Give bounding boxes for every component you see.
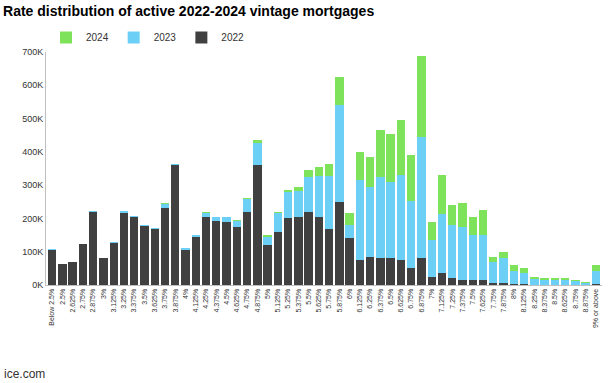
svg-text:2.75%: 2.75% <box>79 289 86 309</box>
svg-text:Rate distribution of active 20: Rate distribution of active 2022-2024 vi… <box>3 3 374 19</box>
svg-text:4.5%: 4.5% <box>223 289 230 305</box>
svg-text:3%: 3% <box>100 289 107 299</box>
svg-text:8%: 8% <box>510 289 517 299</box>
svg-text:8.75%: 8.75% <box>572 289 579 309</box>
svg-text:3.75%: 3.75% <box>161 289 168 309</box>
svg-text:300K: 300K <box>22 180 43 190</box>
svg-text:7.125%: 7.125% <box>438 289 445 313</box>
svg-text:8.5%: 8.5% <box>551 289 558 305</box>
svg-text:5.5%: 5.5% <box>305 289 312 305</box>
svg-text:4.25%: 4.25% <box>202 289 209 309</box>
svg-text:8.625%: 8.625% <box>561 289 568 313</box>
svg-text:6.875%: 6.875% <box>418 289 425 313</box>
svg-text:6.5%: 6.5% <box>387 289 394 305</box>
svg-text:7.875%: 7.875% <box>500 289 507 313</box>
svg-text:4.75%: 4.75% <box>243 289 250 309</box>
svg-text:2.625%: 2.625% <box>69 289 76 313</box>
svg-text:6.125%: 6.125% <box>356 289 363 313</box>
svg-text:700K: 700K <box>22 47 43 57</box>
svg-text:ice.com: ice.com <box>4 367 45 381</box>
svg-text:5.875%: 5.875% <box>336 289 343 313</box>
svg-text:8.375%: 8.375% <box>541 289 548 313</box>
svg-text:6.75%: 6.75% <box>407 289 414 309</box>
svg-text:4.375%: 4.375% <box>213 289 220 313</box>
svg-text:7%: 7% <box>428 289 435 299</box>
svg-text:7.75%: 7.75% <box>490 289 497 309</box>
svg-text:3.625%: 3.625% <box>151 289 158 313</box>
svg-text:2023: 2023 <box>154 32 177 43</box>
svg-text:2.5%: 2.5% <box>59 289 66 305</box>
svg-text:2024: 2024 <box>86 32 109 43</box>
svg-text:6.625%: 6.625% <box>397 289 404 313</box>
svg-text:6.25%: 6.25% <box>366 289 373 309</box>
svg-text:2022: 2022 <box>221 32 244 43</box>
svg-text:4.875%: 4.875% <box>254 289 261 313</box>
svg-text:3.375%: 3.375% <box>130 289 137 313</box>
svg-text:2.875%: 2.875% <box>89 289 96 313</box>
svg-text:Below 2.5%: Below 2.5% <box>48 289 55 326</box>
svg-text:4%: 4% <box>182 289 189 299</box>
svg-text:8.875%: 8.875% <box>582 289 589 313</box>
svg-text:5.625%: 5.625% <box>315 289 322 313</box>
svg-text:5.75%: 5.75% <box>325 289 332 309</box>
svg-text:600K: 600K <box>22 80 43 90</box>
svg-text:0K: 0K <box>32 280 43 290</box>
svg-text:7.375%: 7.375% <box>459 289 466 313</box>
svg-text:5.125%: 5.125% <box>274 289 281 313</box>
svg-text:8.125%: 8.125% <box>520 289 527 313</box>
svg-text:4.125%: 4.125% <box>192 289 199 313</box>
svg-text:3.875%: 3.875% <box>172 289 179 313</box>
svg-text:7.25%: 7.25% <box>449 289 456 309</box>
svg-text:100K: 100K <box>22 247 43 257</box>
svg-text:200K: 200K <box>22 214 43 224</box>
svg-text:5.25%: 5.25% <box>284 289 291 309</box>
svg-text:3.125%: 3.125% <box>110 289 117 313</box>
svg-text:6.375%: 6.375% <box>377 289 384 313</box>
svg-text:8.25%: 8.25% <box>531 289 538 309</box>
svg-text:3.25%: 3.25% <box>120 289 127 309</box>
svg-text:500K: 500K <box>22 114 43 124</box>
svg-text:7.625%: 7.625% <box>479 289 486 313</box>
svg-text:9% or above: 9% or above <box>592 289 599 328</box>
svg-text:7.5%: 7.5% <box>469 289 476 305</box>
svg-text:5%: 5% <box>264 289 271 299</box>
svg-text:3.5%: 3.5% <box>141 289 148 305</box>
svg-text:4.625%: 4.625% <box>233 289 240 313</box>
svg-text:400K: 400K <box>22 147 43 157</box>
svg-text:6%: 6% <box>346 289 353 299</box>
svg-text:5.375%: 5.375% <box>295 289 302 313</box>
